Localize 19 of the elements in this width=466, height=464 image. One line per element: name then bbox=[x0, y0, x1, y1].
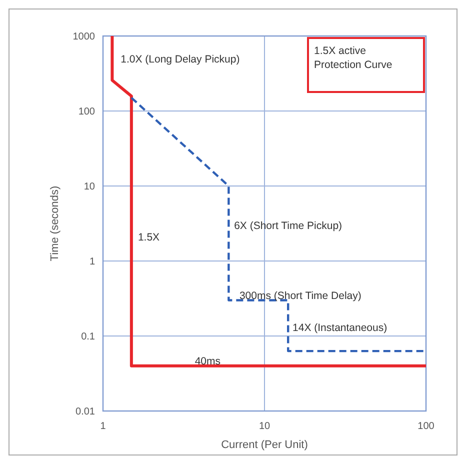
y-tick-label: 0.01 bbox=[76, 406, 96, 418]
x-tick-label: 100 bbox=[418, 421, 435, 432]
y-tick-label: 0.1 bbox=[81, 332, 96, 342]
annotation: 14X (Instantaneous) bbox=[292, 322, 388, 334]
note-box: 1.5X active Protection Curve bbox=[307, 37, 425, 93]
x-tick-label: 10 bbox=[258, 421, 270, 432]
y-tick-label: 1000 bbox=[72, 32, 96, 42]
x-axis-title: Current (Per Unit) bbox=[221, 439, 308, 451]
y-tick-label: 10 bbox=[84, 182, 96, 192]
annotation: 1.0X (Long Delay Pickup) bbox=[120, 53, 240, 66]
y-axis-title: Time (seconds) bbox=[49, 186, 61, 262]
annotation: 6X (Short Time Pickup) bbox=[234, 220, 342, 232]
annotation: 1.5X active Protection Curve bbox=[314, 45, 392, 71]
y-tick-label: 1 bbox=[89, 256, 96, 268]
x-tick-label: 1 bbox=[100, 421, 106, 432]
annotation: 40ms bbox=[194, 355, 221, 368]
y-tick-label: 100 bbox=[78, 106, 96, 118]
annotation: 1.5X bbox=[138, 232, 160, 244]
annotation: 300ms (Short Time Delay) bbox=[239, 290, 362, 302]
